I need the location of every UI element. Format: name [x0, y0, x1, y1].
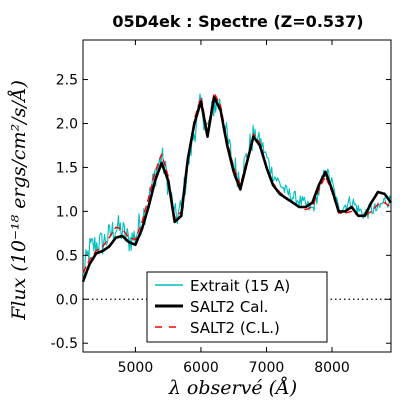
- legend-label-1: SALT2 Cal.: [190, 298, 268, 316]
- plot-area: [81, 39, 393, 353]
- x-axis-label: λ observé (Å): [168, 377, 297, 399]
- legend-label-2: SALT2 (C.L.): [190, 319, 280, 337]
- legend: Extrait (15 A) SALT2 Cal. SALT2 (C.L.): [146, 271, 328, 343]
- chart-title: 05D4ek : Spectre (Z=0.537): [112, 12, 363, 31]
- y-tick-label-3: 1.0: [56, 204, 78, 220]
- x-tick-label-8000: 8000: [314, 360, 350, 376]
- series-line-0: [82, 93, 392, 278]
- y-tick-label-1: 0.0: [56, 292, 78, 308]
- y-tick-label-0: -0.5: [51, 336, 78, 352]
- plot-frame: [82, 39, 392, 353]
- legend-label-0: Extrait (15 A): [190, 277, 290, 295]
- y-tick-label-5: 2.0: [56, 116, 78, 132]
- x-tick-label-7000: 7000: [249, 360, 285, 376]
- y-tick-label-4: 1.5: [56, 160, 78, 176]
- series-line-1: [81, 95, 393, 283]
- x-tick-label-5000: 5000: [118, 360, 154, 376]
- legend-items: Extrait (15 A) SALT2 Cal. SALT2 (C.L.): [155, 277, 290, 337]
- y-tick-label-2: 0.5: [56, 248, 78, 264]
- x-tick-label-6000: 6000: [183, 360, 219, 376]
- y-tick-label-6: 2.5: [56, 73, 78, 89]
- y-axis-label: Flux (10⁻¹⁸ ergs/cm²/s/Å): [8, 80, 30, 321]
- ticks-layer: 5000 6000 7000 8000 -0.5 0.0 0.5 1.0 1.5 2.0 2.5: [51, 40, 391, 376]
- series-layer: [81, 92, 393, 283]
- series-line-2: [82, 92, 392, 274]
